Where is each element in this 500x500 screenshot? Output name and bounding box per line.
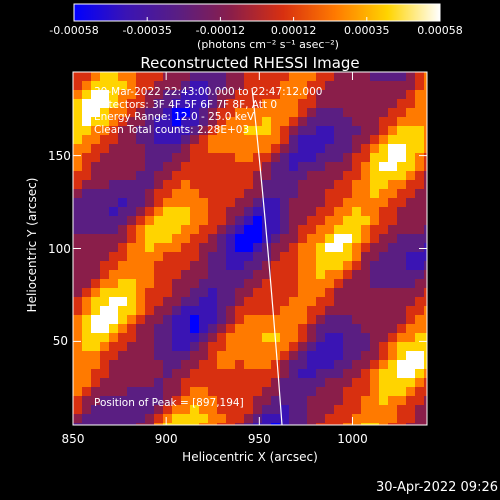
solar-limb-line (251, 87, 283, 425)
peak-position-label: Position of Peak = [897,194] (94, 397, 244, 409)
colorbar-tick-label: 0.00058 (417, 24, 463, 37)
x-tick-label: 950 (247, 432, 271, 446)
y-tick-label: 50 (52, 334, 68, 349)
y-tick-label: 100 (48, 241, 71, 256)
y-axis-label: Heliocentric Y (arcsec) (25, 177, 39, 313)
y-tick-label: 150 (48, 148, 71, 163)
clean-counts-line: Clean Total counts: 2.28E+03 (94, 123, 250, 136)
x-tick-label: 900 (154, 432, 178, 446)
x-tick-label: 1000 (337, 432, 368, 446)
colorbar-tick-label: 0.00035 (344, 24, 390, 37)
axis-ticks (72, 72, 427, 425)
observation-info: 30-Mar-2022 22:43:00.000 to 22:47:12.000… (94, 86, 322, 136)
time-range-line: 30-Mar-2022 22:43:00.000 to 22:47:12.000 (94, 86, 323, 98)
x-tick-label: 850 (61, 432, 85, 446)
x-axis-label: Heliocentric X (arcsec) (182, 450, 318, 464)
colorbar-tick-label: -0.00012 (195, 24, 246, 37)
energy-range-line: Energy Range: 12.0 - 25.0 keV (94, 111, 255, 123)
colorbar-tick-label: -0.00058 (49, 24, 99, 37)
plot-title: Reconstructed RHESSI Image (140, 54, 360, 72)
colorbar-units: (photons cm⁻² s⁻¹ asec⁻²) (197, 38, 339, 51)
colorbar (73, 3, 441, 22)
detectors-line: Detectors: 3F 4F 5F 6F 7F 8F, Att 0 (94, 98, 278, 111)
colorbar-tick-label: -0.00035 (122, 24, 172, 37)
colorbar-ticks (73, 17, 441, 21)
render-timestamp: 30-Apr-2022 09:26 (376, 480, 498, 495)
colorbar-tick-label: 0.00012 (270, 24, 317, 37)
heliocentric-image (73, 72, 427, 425)
